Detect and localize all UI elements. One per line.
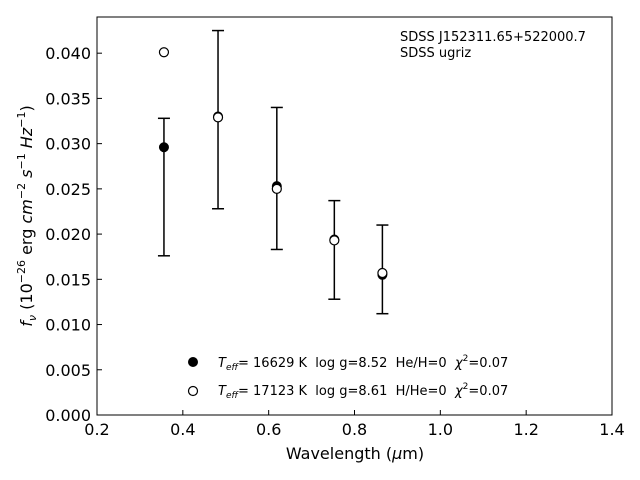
data-point-open bbox=[329, 235, 340, 246]
y-label-open: (10 bbox=[17, 283, 36, 315]
y-tick-label: 0.040 bbox=[45, 44, 91, 63]
x-axis-label: Wavelength (μm) bbox=[286, 444, 424, 463]
x-tick-label: 0.6 bbox=[256, 420, 281, 439]
y-tick-label: 0.030 bbox=[45, 135, 91, 154]
y-tick-label: 0.020 bbox=[45, 225, 91, 244]
data-point-open bbox=[212, 112, 224, 123]
y-tick-label: 0.010 bbox=[45, 316, 91, 335]
y-label-s: s bbox=[17, 170, 36, 183]
legend-2-text: = 17123 K log g=8.61 H/He=0 bbox=[238, 384, 455, 399]
x-tick-label: 0.4 bbox=[170, 420, 195, 439]
annotation-object-name: SDSS J152311.65+522000.7 bbox=[400, 30, 586, 45]
y-tick-label: 0.035 bbox=[45, 89, 91, 108]
y-label-exp1: −26 bbox=[15, 260, 28, 283]
x-tick-label: 0.2 bbox=[84, 420, 109, 439]
error-bar bbox=[328, 199, 341, 300]
x-tick-label: 0.8 bbox=[342, 420, 367, 439]
x-axis-label-prefix: Wavelength ( bbox=[286, 444, 392, 463]
x-tick-label: 1.0 bbox=[428, 420, 453, 439]
x-axis-label-suffix: m) bbox=[402, 444, 424, 463]
legend-2-t: T bbox=[218, 384, 227, 399]
legend-1-chi-sup: 2 bbox=[463, 354, 469, 364]
error-bar bbox=[157, 117, 170, 257]
y-tick-label: 0.015 bbox=[45, 270, 91, 289]
legend-entry-1: Teff= 16629 K log g=8.52 He/H=0 χ2=0.07 bbox=[218, 354, 508, 373]
y-label-exp4: −1 bbox=[15, 112, 28, 128]
y-label-erg: erg bbox=[17, 224, 36, 260]
plot-area: 0.2 0.4 0.6 0.8 1.0 1.2 1.4 0.0000.0050.0100.0… bbox=[45, 16, 625, 439]
legend-2-chi: χ bbox=[454, 384, 464, 399]
legend-2-chi-sup: 2 bbox=[463, 382, 469, 392]
x-tick-label: 1.4 bbox=[599, 420, 624, 439]
legend-marker-filled bbox=[188, 357, 198, 367]
y-label-exp2: −2 bbox=[15, 183, 28, 199]
x-axis-label-mu: μ bbox=[391, 444, 402, 463]
y-label-close: ) bbox=[17, 105, 36, 111]
data-point-open bbox=[271, 183, 282, 194]
legend-2-chi-value: =0.07 bbox=[468, 384, 508, 399]
data-points bbox=[158, 47, 388, 280]
annotation-filter-system: SDSS ugriz bbox=[400, 46, 471, 61]
y-tick-label: 0.005 bbox=[45, 361, 91, 380]
y-label-exp3: −1 bbox=[15, 153, 28, 169]
y-axis-label: fν (10−26 erg cm−2 s−1 Hz−1) bbox=[15, 105, 39, 326]
legend-1-t-sub: eff bbox=[226, 363, 240, 373]
data-point-open bbox=[158, 47, 170, 58]
y-label-f: f bbox=[17, 319, 36, 327]
x-tick-label: 1.2 bbox=[513, 420, 538, 439]
data-point-filled bbox=[158, 142, 169, 153]
x-axis-ticks: 0.2 0.4 0.6 0.8 1.0 1.2 1.4 bbox=[84, 410, 625, 439]
legend-1-text: = 16629 K log g=8.52 He/H=0 bbox=[238, 356, 455, 371]
legend: Teff= 16629 K log g=8.52 He/H=0 χ2=0.07 … bbox=[187, 354, 508, 401]
y-label-cm: cm bbox=[17, 199, 36, 223]
y-tick-label: 0.025 bbox=[45, 180, 91, 199]
annotation: SDSS J152311.65+522000.7 SDSS ugriz bbox=[400, 30, 586, 61]
legend-1-t: T bbox=[218, 356, 227, 371]
y-axis-ticks: 0.000 0.005 0.010 0.015 0.020 0.025 0.030 0.035… bbox=[45, 44, 102, 425]
y-label-hz: Hz bbox=[17, 127, 36, 153]
legend-2-t-sub: eff bbox=[226, 391, 240, 401]
legend-1-chi-value: =0.07 bbox=[468, 356, 508, 371]
legend-entry-2: Teff= 17123 K log g=8.61 H/He=0 χ2=0.07 bbox=[218, 382, 508, 401]
legend-marker-open bbox=[187, 385, 199, 397]
legend-1-chi: χ bbox=[454, 356, 464, 371]
data-point-open bbox=[377, 267, 388, 279]
y-tick-label: 0.000 bbox=[45, 406, 91, 425]
error-bar bbox=[270, 106, 283, 251]
y-label-nu: ν bbox=[26, 315, 39, 321]
